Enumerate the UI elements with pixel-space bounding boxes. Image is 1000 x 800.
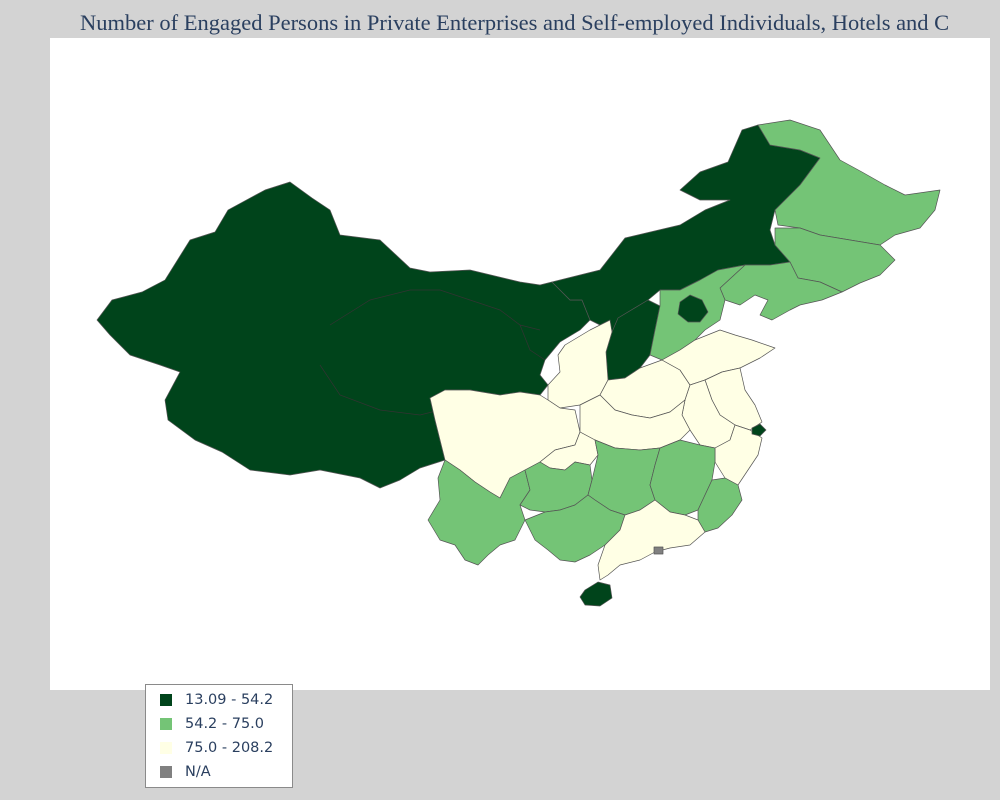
legend-label: 13.09 - 54.2 (185, 692, 274, 708)
region-heilongjiang[interactable] (757, 119, 941, 246)
legend-label: 54.2 - 75.0 (185, 716, 265, 732)
legend-item[interactable]: 13.09 - 54.2 (146, 688, 292, 712)
region-yunnan[interactable] (427, 459, 531, 566)
legend-swatch (160, 766, 172, 778)
legend-label: 75.0 - 208.2 (185, 740, 274, 756)
region-beijing[interactable] (677, 294, 709, 323)
legend-item[interactable]: N/A (146, 760, 292, 784)
region-shanghai[interactable] (751, 423, 767, 437)
legend-item[interactable]: 54.2 - 75.0 (146, 712, 292, 736)
legend-swatch (160, 742, 172, 754)
map-title: Number of Engaged Persons in Private Ent… (80, 10, 950, 35)
region-hainan[interactable] (579, 581, 613, 607)
region-liaoning[interactable] (719, 261, 843, 321)
china-choropleth-map (96, 119, 941, 607)
region-hong-kong[interactable] (653, 546, 664, 555)
legend: 13.09 - 54.2 54.2 - 75.0 75.0 - 208.2 N/… (145, 684, 293, 788)
boundary-line (519, 324, 546, 361)
legend-swatch (160, 694, 172, 706)
boundary-line (329, 289, 541, 331)
legend-item[interactable]: 75.0 - 208.2 (146, 736, 292, 760)
legend-label: N/A (185, 764, 211, 780)
region-northwest-group[interactable] (96, 181, 591, 489)
legend-swatch (160, 718, 172, 730)
region-fujian[interactable] (697, 477, 743, 533)
boundary-line (319, 364, 441, 416)
map-panel (50, 38, 990, 690)
